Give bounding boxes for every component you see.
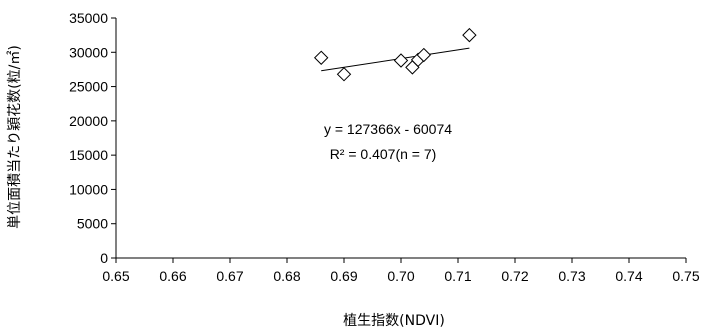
x-tick-label: 0.67: [216, 268, 243, 284]
y-tick-label: 30000: [69, 44, 108, 60]
y-tick-label: 35000: [69, 10, 108, 26]
x-axis-title: 植生指数(NDVI): [343, 313, 445, 329]
x-tick-label: 0.70: [387, 268, 414, 284]
x-tick-label: 0.72: [501, 268, 528, 284]
data-point: [393, 53, 409, 68]
y-tick-label: 5000: [77, 216, 108, 232]
x-tick-label: 0.66: [159, 268, 186, 284]
x-tick-label: 0.69: [330, 268, 357, 284]
r-squared-label: R² = 0.407(n = 7): [330, 146, 437, 162]
data-point: [336, 67, 352, 82]
x-tick-label: 0.75: [672, 268, 699, 284]
y-axis-ticks: 0 5000 10000 15000 20000 25000 30000 35000: [69, 10, 116, 266]
x-tick-label: 0.65: [102, 268, 129, 284]
y-tick-label: 15000: [69, 147, 108, 163]
y-axis-title: 単位面積当たり穎花数(粒/㎡): [7, 45, 23, 229]
y-tick-label: 10000: [69, 181, 108, 197]
data-points: [313, 27, 477, 82]
x-tick-label: 0.71: [444, 268, 471, 284]
y-tick-label: 20000: [69, 113, 108, 129]
x-tick-label: 0.73: [558, 268, 585, 284]
regression-equation: y = 127366x - 60074: [324, 121, 452, 137]
x-tick-label: 0.74: [615, 268, 642, 284]
data-point: [416, 47, 432, 63]
data-point: [462, 27, 477, 43]
x-axis-ticks: 0.65 0.66 0.67 0.68 0.69 0.70 0.71 0.72 0.73 0.74…: [102, 258, 700, 284]
x-tick-label: 0.68: [273, 268, 300, 284]
data-point: [313, 50, 329, 65]
y-tick-label: 25000: [69, 79, 108, 95]
y-tick-label: 0: [100, 250, 108, 266]
